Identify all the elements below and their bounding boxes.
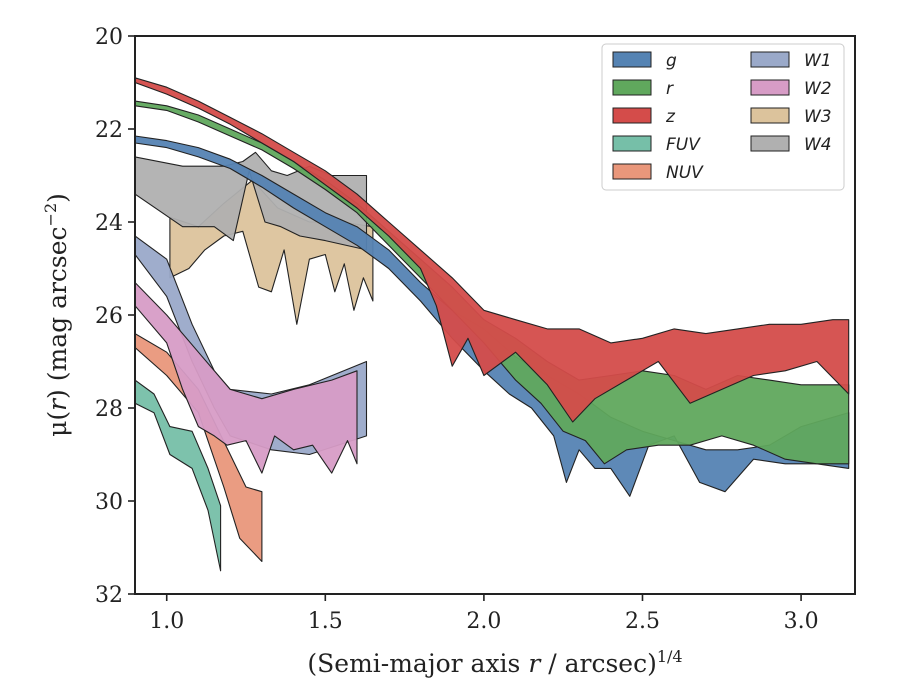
y-axis-ticks: 20 22 24 26 28 30 32 (95, 25, 135, 608)
legend-label-r: r (666, 79, 674, 99)
legend-label-fuv: FUV (666, 135, 701, 155)
legend-label-z: z (665, 107, 676, 127)
legend-swatch-g (612, 51, 652, 68)
x-axis-label-var: r (528, 649, 542, 678)
legend-swatch-r (612, 79, 652, 96)
legend-swatch-nuv (612, 163, 652, 180)
y-tick-label: 24 (95, 211, 123, 236)
band-z (135, 77, 850, 423)
legend-label-g: g (666, 51, 677, 71)
x-tick-label: 1.0 (149, 609, 184, 634)
legend-swatch-fuv (612, 135, 652, 152)
y-tick-label: 26 (95, 304, 123, 329)
band-g (135, 135, 850, 497)
y-axis-label-var: r (43, 397, 72, 411)
y-axis-label-prefix: μ( (43, 411, 72, 437)
y-tick-label: 28 (95, 397, 123, 422)
band-fuv (135, 379, 222, 572)
y-axis-label: μ(r) (mag arcsec−2) (41, 193, 72, 437)
band-layer (135, 77, 850, 572)
legend-label-nuv: NUV (666, 163, 704, 183)
legend-swatch-w2 (750, 79, 790, 96)
legend-swatch-w4 (750, 135, 790, 152)
y-axis-label-suffix: ) (43, 193, 72, 203)
y-tick-label: 22 (95, 118, 123, 143)
y-tick-label: 30 (95, 490, 123, 515)
legend: grz FUV NUV W1 W2 W3 W4 (601, 43, 845, 191)
legend-label-w2: W2 (804, 79, 832, 99)
x-tick-label: 2.5 (625, 609, 660, 634)
y-tick-label: 20 (95, 25, 123, 50)
x-axis-label: (Semi-major axis r / arcsec)1/4 (307, 647, 682, 678)
legend-label-w1: W1 (804, 51, 832, 71)
y-tick-label: 32 (95, 583, 123, 608)
x-tick-label: 1.5 (308, 609, 343, 634)
x-axis-label-sup: 1/4 (657, 647, 683, 666)
legend-label-w3: W3 (804, 107, 832, 127)
x-axis-label-prefix: (Semi-major axis (307, 649, 528, 678)
legend-label-w4: W4 (804, 135, 832, 155)
x-axis-ticks: 1.0 1.5 2.0 2.5 3.0 (149, 594, 819, 634)
x-tick-label: 3.0 (784, 609, 819, 634)
x-tick-label: 2.0 (466, 609, 501, 634)
legend-swatch-w3 (750, 107, 790, 124)
y-axis-label-sup: −2 (41, 203, 60, 227)
y-axis-label-mid: ) (mag arcsec (43, 226, 72, 399)
legend-swatch-w1 (750, 51, 790, 68)
x-axis-label-mid: / arcsec) (540, 649, 657, 678)
legend-swatch-z (612, 107, 652, 124)
band-w2 (135, 281, 358, 474)
